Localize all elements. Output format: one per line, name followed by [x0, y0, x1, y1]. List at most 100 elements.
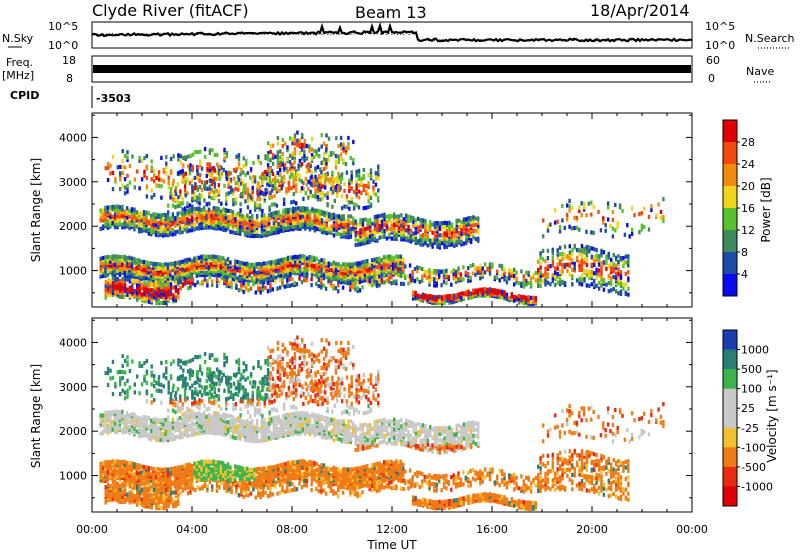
power-cell	[597, 268, 601, 273]
power-cell	[215, 170, 218, 175]
velocity-cell	[123, 474, 126, 479]
power-cell	[249, 286, 253, 291]
power-ylabel: Slant Range [km]	[29, 158, 43, 262]
power-cell	[183, 258, 186, 263]
power-cell	[452, 276, 455, 281]
power-cell	[322, 283, 325, 288]
power-cell	[356, 263, 359, 268]
power-cell	[388, 226, 391, 231]
power-cell	[109, 211, 112, 216]
power-cell	[355, 169, 358, 174]
power-cell	[597, 262, 601, 267]
power-cell	[244, 199, 247, 204]
power-cell	[167, 282, 170, 287]
power-cell	[522, 301, 525, 306]
power-cell	[264, 154, 267, 159]
power-cell	[343, 188, 346, 193]
power-cell	[600, 275, 603, 280]
velocity-cell	[186, 475, 189, 480]
power-cell	[240, 167, 243, 172]
power-cell	[198, 193, 201, 198]
power-cell	[580, 246, 584, 251]
power-cell	[337, 279, 340, 285]
power-cell	[424, 219, 427, 224]
power-cell	[123, 257, 126, 262]
colorbar-tick-label: 12	[741, 224, 755, 237]
power-cell	[330, 224, 333, 229]
power-cell	[267, 260, 270, 265]
power-cell	[417, 239, 420, 244]
power-cell	[467, 228, 470, 233]
power-cell	[597, 209, 600, 215]
velocity-cell	[99, 471, 102, 476]
power-cell	[395, 232, 398, 237]
power-cell	[370, 274, 374, 279]
power-cell	[610, 288, 613, 293]
power-cell	[169, 266, 172, 271]
power-cell	[181, 259, 184, 264]
power-cell	[316, 215, 319, 220]
velocity-cell	[111, 459, 114, 464]
power-cell	[316, 226, 319, 232]
power-cell	[310, 271, 314, 277]
power-cell	[161, 272, 165, 277]
power-cell	[241, 274, 244, 279]
power-cell	[602, 260, 606, 265]
power-cell	[287, 225, 290, 230]
power-cell	[359, 242, 362, 247]
power-cell	[266, 177, 270, 182]
power-cell	[237, 288, 241, 293]
power-cell	[201, 279, 204, 284]
power-cell	[325, 165, 328, 170]
power-cell	[238, 260, 242, 265]
power-cell	[616, 220, 619, 226]
velocity-cell	[217, 464, 220, 469]
power-cell	[131, 283, 134, 288]
power-cell	[337, 159, 340, 165]
power-cell	[227, 214, 230, 220]
power-cell	[140, 271, 143, 276]
power-cell	[344, 161, 348, 167]
power-cell	[128, 255, 131, 260]
power-cell	[366, 236, 369, 241]
power-cell	[344, 274, 347, 279]
power-cell	[200, 166, 204, 171]
power-cell	[600, 283, 603, 288]
power-cell	[448, 296, 451, 301]
power-cell	[116, 225, 119, 230]
velocity-cell	[205, 475, 208, 480]
velocity-cell	[181, 480, 184, 485]
velocity-cell	[198, 470, 201, 475]
power-cell	[147, 231, 150, 236]
power-cell	[106, 277, 110, 282]
power-cell	[248, 231, 252, 236]
power-cell	[279, 269, 282, 275]
power-cell	[222, 209, 225, 215]
power-cell	[477, 238, 480, 243]
power-cell	[337, 272, 340, 277]
power-cell	[165, 299, 168, 304]
power-cell	[354, 242, 357, 248]
power-cell	[157, 183, 161, 188]
power-cell	[349, 268, 352, 273]
power-cell	[255, 229, 259, 234]
power-cell	[457, 277, 460, 282]
velocity-cell	[198, 476, 201, 481]
power-cell	[198, 201, 201, 206]
power-cell	[371, 235, 374, 240]
power-cell	[269, 180, 272, 185]
power-cell	[188, 207, 191, 213]
power-cell	[240, 192, 243, 197]
power-cell	[208, 178, 212, 183]
power-cell	[154, 212, 158, 217]
power-cell	[121, 279, 124, 284]
velocity-cell	[202, 465, 206, 470]
power-cell	[308, 215, 312, 220]
power-cell	[347, 219, 350, 224]
power-cell	[300, 280, 304, 285]
power-cell	[534, 278, 538, 283]
power-cell	[164, 262, 167, 267]
power-cell	[292, 173, 295, 178]
power-cell	[452, 295, 456, 301]
power-cell	[558, 229, 562, 234]
